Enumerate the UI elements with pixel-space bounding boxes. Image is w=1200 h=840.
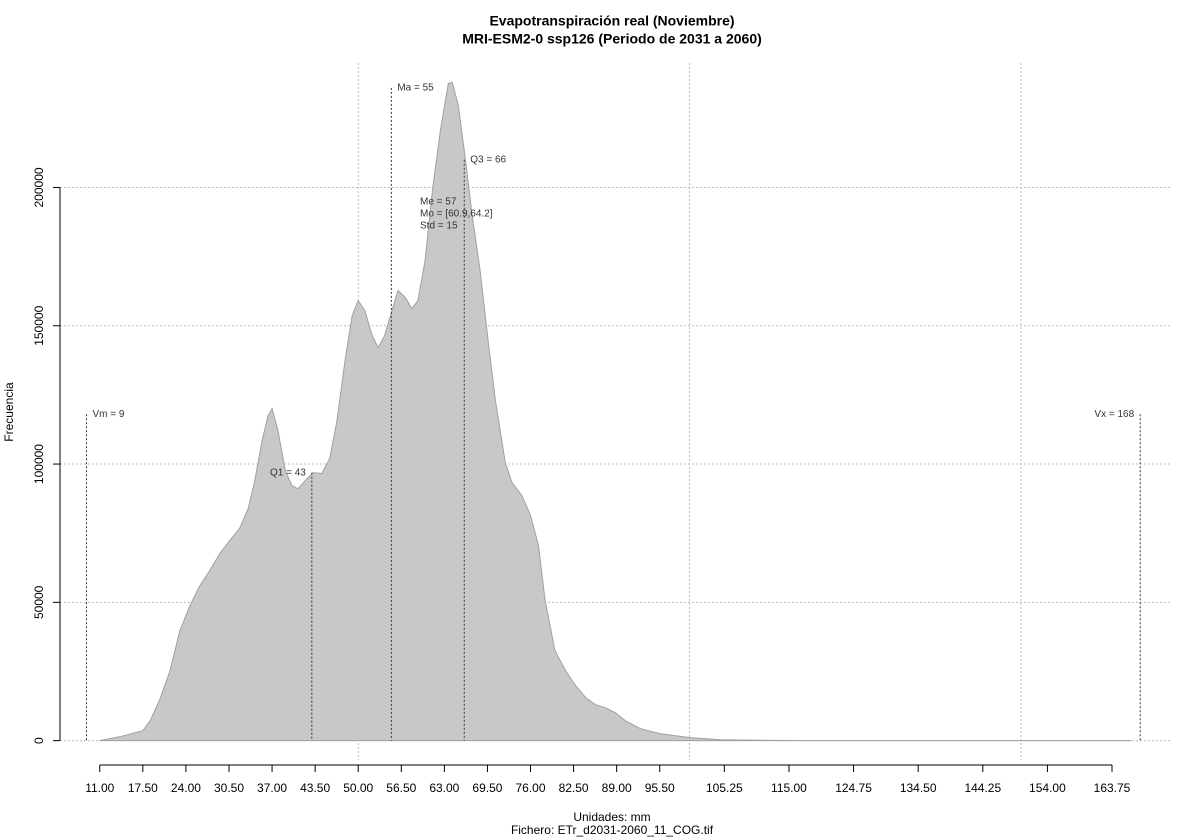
stat-label: Q1 = 43 xyxy=(270,467,306,478)
x-tick-label: 11.00 xyxy=(85,781,114,795)
x-tick-label: 24.00 xyxy=(171,781,201,795)
x-tick-label: 144.25 xyxy=(964,781,1001,795)
x-tick-label: 115.00 xyxy=(771,781,807,795)
x-tick-label: 154.00 xyxy=(1029,781,1066,795)
y-axis-label: Frecuencia xyxy=(2,382,16,442)
x-tick-label: 50.00 xyxy=(343,781,373,795)
x-tick-label: 124.75 xyxy=(835,781,872,795)
x-tick-label: 69.50 xyxy=(472,781,502,795)
x-tick-label: 30.50 xyxy=(214,781,244,795)
x-tick-label: 43.50 xyxy=(300,781,330,795)
density-area xyxy=(99,81,1132,742)
y-tick-label: 150000 xyxy=(32,305,46,345)
x-tick-label: 37.00 xyxy=(257,781,287,795)
stat-text: Std = 15 xyxy=(420,221,458,232)
stat-label: Ma = 55 xyxy=(397,83,434,94)
x-tick-label: 76.00 xyxy=(515,781,545,795)
stat-label: Vm = 9 xyxy=(93,409,125,420)
y-tick-label: 50000 xyxy=(32,585,46,619)
x-tick-label: 163.75 xyxy=(1094,781,1131,795)
footer: Fichero: ETr_d2031-2060_11_COG.tif xyxy=(511,823,714,837)
x-tick-label: 89.00 xyxy=(602,781,632,795)
stat-text: Mo = [60.9,64.2] xyxy=(420,209,493,220)
x-tick-label: 63.00 xyxy=(429,781,459,795)
x-tick-label: 56.50 xyxy=(386,781,416,795)
y-tick-label: 200000 xyxy=(32,167,46,207)
x-tick-label: 95.50 xyxy=(645,781,675,795)
stat-label: Vx = 168 xyxy=(1094,409,1134,420)
y-tick-label: 0 xyxy=(32,737,46,744)
stat-text: Me = 57 xyxy=(420,197,457,208)
x-tick-label: 134.50 xyxy=(900,781,937,795)
x-tick-label: 82.50 xyxy=(559,781,589,795)
x-tick-label: 17.50 xyxy=(128,781,158,795)
x-axis-label: Unidades: mm xyxy=(573,810,650,824)
chart-subtitle: MRI-ESM2-0 ssp126 (Periodo de 2031 a 206… xyxy=(462,31,762,47)
y-tick-label: 100000 xyxy=(32,444,46,484)
chart-title: Evapotranspiración real (Noviembre) xyxy=(489,13,734,29)
stat-label: Q3 = 66 xyxy=(470,154,506,165)
x-tick-label: 105.25 xyxy=(706,781,743,795)
